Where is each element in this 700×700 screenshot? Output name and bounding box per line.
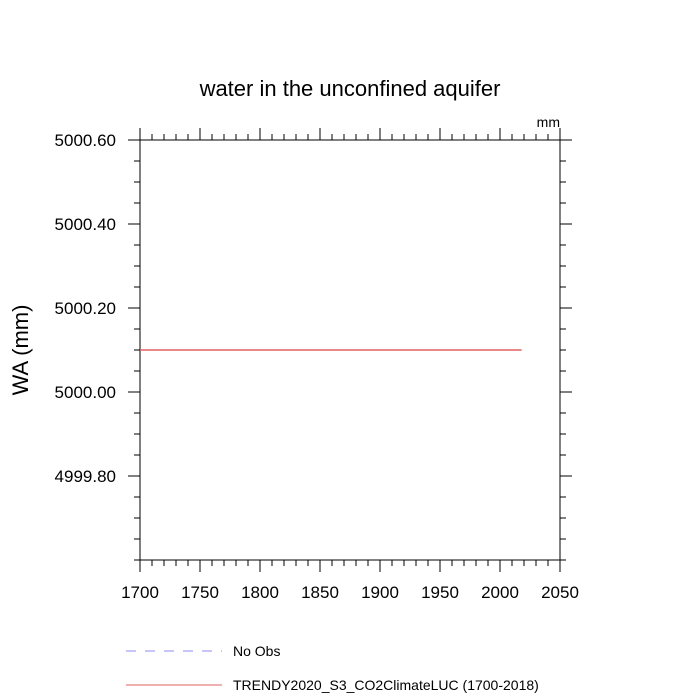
y-tick-label: 4999.80: [55, 467, 116, 486]
y-tick-label: 5000.00: [55, 383, 116, 402]
chart-title: water in the unconfined aquifer: [199, 76, 501, 101]
x-tick-label: 1800: [241, 583, 279, 602]
y-axis-label: WA (mm): [8, 305, 33, 396]
legend-label: No Obs: [233, 643, 280, 659]
x-tick-label: 2050: [541, 583, 579, 602]
y-tick-label: 5000.40: [55, 215, 116, 234]
x-tick-label: 1700: [121, 583, 159, 602]
legend-label: TRENDY2020_S3_CO2ClimateLUC (1700-2018): [233, 677, 539, 693]
y-tick-label: 5000.20: [55, 299, 116, 318]
x-tick-label: 2000: [481, 583, 519, 602]
y-tick-label: 5000.60: [55, 131, 116, 150]
x-tick-label: 1950: [421, 583, 459, 602]
legend: No Obs TRENDY2020_S3_CO2ClimateLUC (1700-…: [126, 643, 539, 693]
x-axis-ticks: 1700 1750 1800 1850 1900 1950 2000 2050: [121, 128, 579, 602]
x-tick-label: 1750: [181, 583, 219, 602]
x-tick-label: 1850: [301, 583, 339, 602]
y-axis-ticks: 4999.80 5000.00 5000.20 5000.40 5000.60: [55, 131, 572, 561]
x-tick-label: 1900: [361, 583, 399, 602]
units-label: mm: [537, 114, 560, 130]
